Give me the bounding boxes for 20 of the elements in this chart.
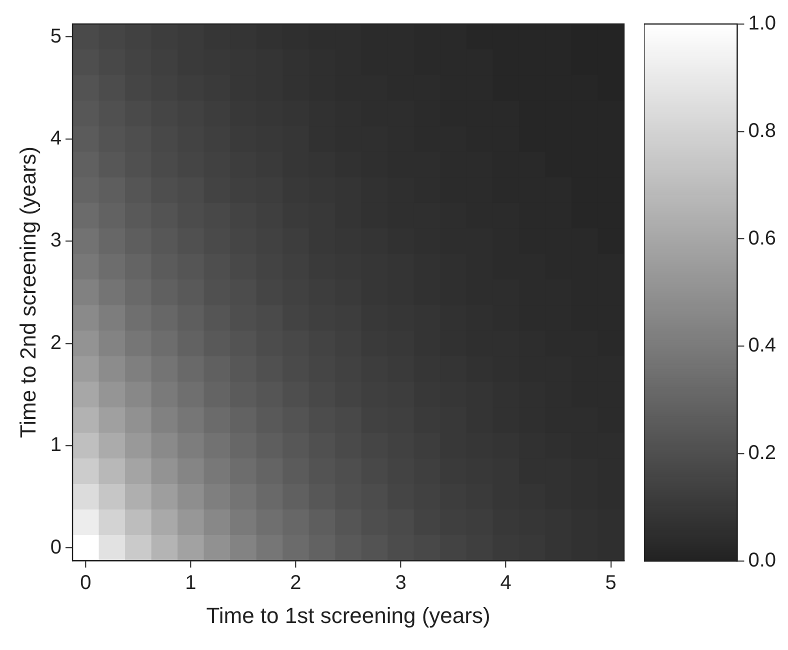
color-bar-label: 1.0 <box>748 12 776 35</box>
x-tick-label: 1 <box>185 572 196 594</box>
y-tick-label: 0 <box>50 536 62 558</box>
color-bar-label: 0.8 <box>748 120 776 142</box>
y-axis-title: Time to 2nd screening (years) <box>15 146 40 438</box>
x-axis-title: Time to 1st screening (years) <box>206 602 490 628</box>
y-tick-label: 2 <box>50 332 62 354</box>
y-tick-label: 1 <box>50 434 62 456</box>
x-tick-label: 0 <box>80 572 92 594</box>
y-tick-label: 4 <box>50 128 62 150</box>
color-bar-label: 0.4 <box>748 334 776 357</box>
y-tick-label: 3 <box>50 230 62 252</box>
x-tick-label: 4 <box>500 572 512 594</box>
color-bar-label: 0.0 <box>748 550 776 572</box>
color-bar-label: 0.2 <box>748 442 776 464</box>
x-tick-label: 5 <box>605 572 616 594</box>
color-bar-label: 0.6 <box>748 227 776 250</box>
x-tick-label: 3 <box>395 572 406 594</box>
x-tick-label: 2 <box>290 572 302 594</box>
y-tick-label: 5 <box>50 25 62 48</box>
